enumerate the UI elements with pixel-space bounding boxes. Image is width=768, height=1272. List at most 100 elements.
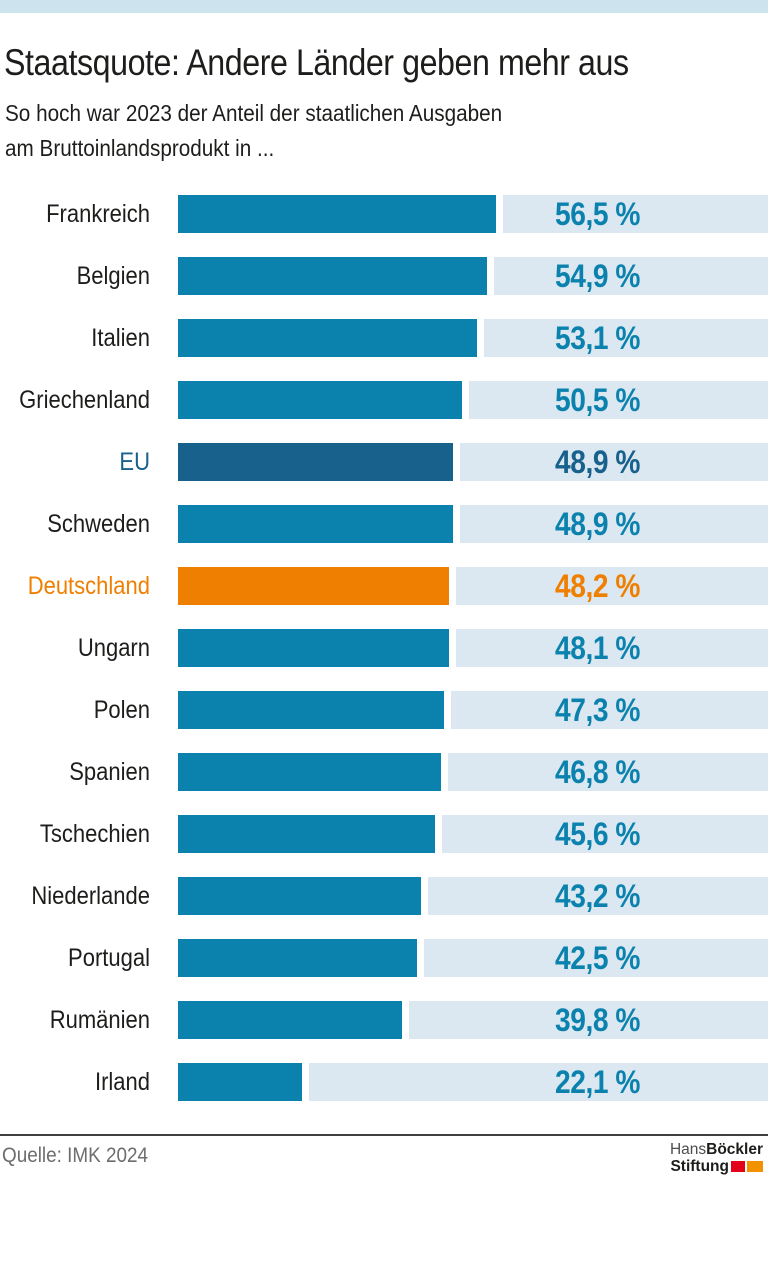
category-label: Italien	[91, 323, 150, 352]
value-label: 39,8 %	[555, 1001, 641, 1038]
bar-fill	[178, 1001, 403, 1039]
logo-text-stiftung: Stiftung	[670, 1158, 729, 1175]
value-label: 47,3 %	[555, 691, 641, 728]
bar-fill	[178, 877, 422, 915]
logo-text-boeckler: Böckler	[706, 1141, 763, 1158]
chart-row: Griechenland 50,5 %	[0, 381, 768, 419]
category-label: Rumänien	[49, 1005, 150, 1034]
bar-remainder	[483, 319, 768, 357]
logo-orange-square-icon	[747, 1161, 763, 1172]
bar-track: 54,9 %	[178, 257, 768, 295]
chart-row: Schweden 48,9 %	[0, 505, 768, 543]
chart-row: Rumänien 39,8 %	[0, 1001, 768, 1039]
bar-track: 46,8 %	[178, 753, 768, 791]
chart-row: Spanien 46,8 %	[0, 753, 768, 791]
bar-remainder	[460, 443, 768, 481]
subtitle-line-1: So hoch war 2023 der Anteil der staatlic…	[5, 100, 503, 126]
category-label: Griechenland	[19, 385, 150, 414]
value-label: 53,1 %	[555, 319, 641, 356]
bar-fill	[178, 629, 449, 667]
logo-red-square-icon	[731, 1161, 745, 1172]
bar-track: 47,3 %	[178, 691, 768, 729]
bar-remainder	[494, 257, 768, 295]
value-label: 22,1 %	[555, 1063, 641, 1100]
chart-row: Italien 53,1 %	[0, 319, 768, 357]
chart-row: Deutschland 48,2 %	[0, 567, 768, 605]
bar-remainder	[469, 381, 768, 419]
value-label: 43,2 %	[555, 877, 641, 914]
bar-fill	[178, 319, 477, 357]
bar-remainder	[309, 1063, 768, 1101]
chart-row: Polen 47,3 %	[0, 691, 768, 729]
value-label: 56,5 %	[555, 195, 641, 232]
chart-row: Portugal 42,5 %	[0, 939, 768, 977]
value-label: 54,9 %	[555, 257, 641, 294]
bar-remainder	[424, 939, 768, 977]
category-label: Niederlande	[31, 881, 150, 910]
chart-row: Frankreich 56,5 %	[0, 195, 768, 233]
bar-fill	[178, 505, 454, 543]
bar-track: 22,1 %	[178, 1063, 768, 1101]
category-label: Spanien	[69, 757, 150, 786]
category-label: Belgien	[76, 261, 150, 290]
value-label: 48,9 %	[555, 505, 641, 542]
bar-track: 48,2 %	[178, 567, 768, 605]
chart-row: Irland 22,1 %	[0, 1063, 768, 1101]
bar-track: 48,9 %	[178, 443, 768, 481]
page-title: Staatsquote: Andere Länder geben mehr au…	[4, 42, 629, 83]
bar-fill	[178, 939, 418, 977]
bar-remainder	[503, 195, 768, 233]
bar-remainder	[409, 1001, 768, 1039]
logo-line-2: Stiftung	[670, 1158, 763, 1175]
value-label: 48,9 %	[555, 443, 641, 480]
footer-divider	[0, 1134, 768, 1136]
category-label: Irland	[94, 1067, 150, 1096]
bar-track: 39,8 %	[178, 1001, 768, 1039]
chart-row: Belgien 54,9 %	[0, 257, 768, 295]
chart-row: Ungarn 48,1 %	[0, 629, 768, 667]
chart-subtitle: So hoch war 2023 der Anteil der staatlic…	[5, 96, 557, 166]
bar-fill	[178, 815, 435, 853]
bar-remainder	[441, 815, 768, 853]
bar-remainder	[455, 629, 768, 667]
source-text: Quelle: IMK 2024	[2, 1144, 149, 1167]
logo-text-hans: Hans	[669, 1141, 707, 1158]
chart-row: Niederlande 43,2 %	[0, 877, 768, 915]
category-label: Ungarn	[77, 633, 150, 662]
value-label: 42,5 %	[555, 939, 641, 976]
category-label: Tschechien	[39, 819, 150, 848]
chart-row: EU 48,9 %	[0, 443, 768, 481]
bar-fill	[178, 195, 497, 233]
bar-remainder	[448, 753, 768, 791]
bar-remainder	[428, 877, 768, 915]
bar-fill	[178, 753, 442, 791]
bar-remainder	[451, 691, 768, 729]
bar-track: 56,5 %	[178, 195, 768, 233]
bar-track: 50,5 %	[178, 381, 768, 419]
bar-fill	[178, 1063, 303, 1101]
hans-boeckler-stiftung-logo: HansBöckler Stiftung	[670, 1141, 763, 1175]
bar-fill	[178, 381, 463, 419]
top-accent-strip	[0, 0, 768, 13]
bar-track: 42,5 %	[178, 939, 768, 977]
bar-fill	[178, 257, 488, 295]
category-label: Schweden	[47, 509, 150, 538]
subtitle-line-2: am Bruttoinlandsprodukt in ...	[5, 135, 275, 161]
value-label: 48,1 %	[555, 629, 641, 666]
chart-row: Tschechien 45,6 %	[0, 815, 768, 853]
bar-remainder	[456, 567, 768, 605]
category-label: Frankreich	[46, 199, 150, 228]
bar-fill	[178, 443, 454, 481]
category-label: Deutschland	[27, 571, 151, 600]
bar-track: 45,6 %	[178, 815, 768, 853]
bar-track: 48,9 %	[178, 505, 768, 543]
category-label: Polen	[93, 695, 150, 724]
bar-chart: Frankreich 56,5 % Belgien 54,9 % Italien 53,1…	[0, 195, 768, 1101]
value-label: 50,5 %	[555, 381, 641, 418]
bar-track: 43,2 %	[178, 877, 768, 915]
value-label: 48,2 %	[555, 567, 641, 604]
value-label: 45,6 %	[555, 815, 641, 852]
bar-track: 53,1 %	[178, 319, 768, 357]
bar-track: 48,1 %	[178, 629, 768, 667]
